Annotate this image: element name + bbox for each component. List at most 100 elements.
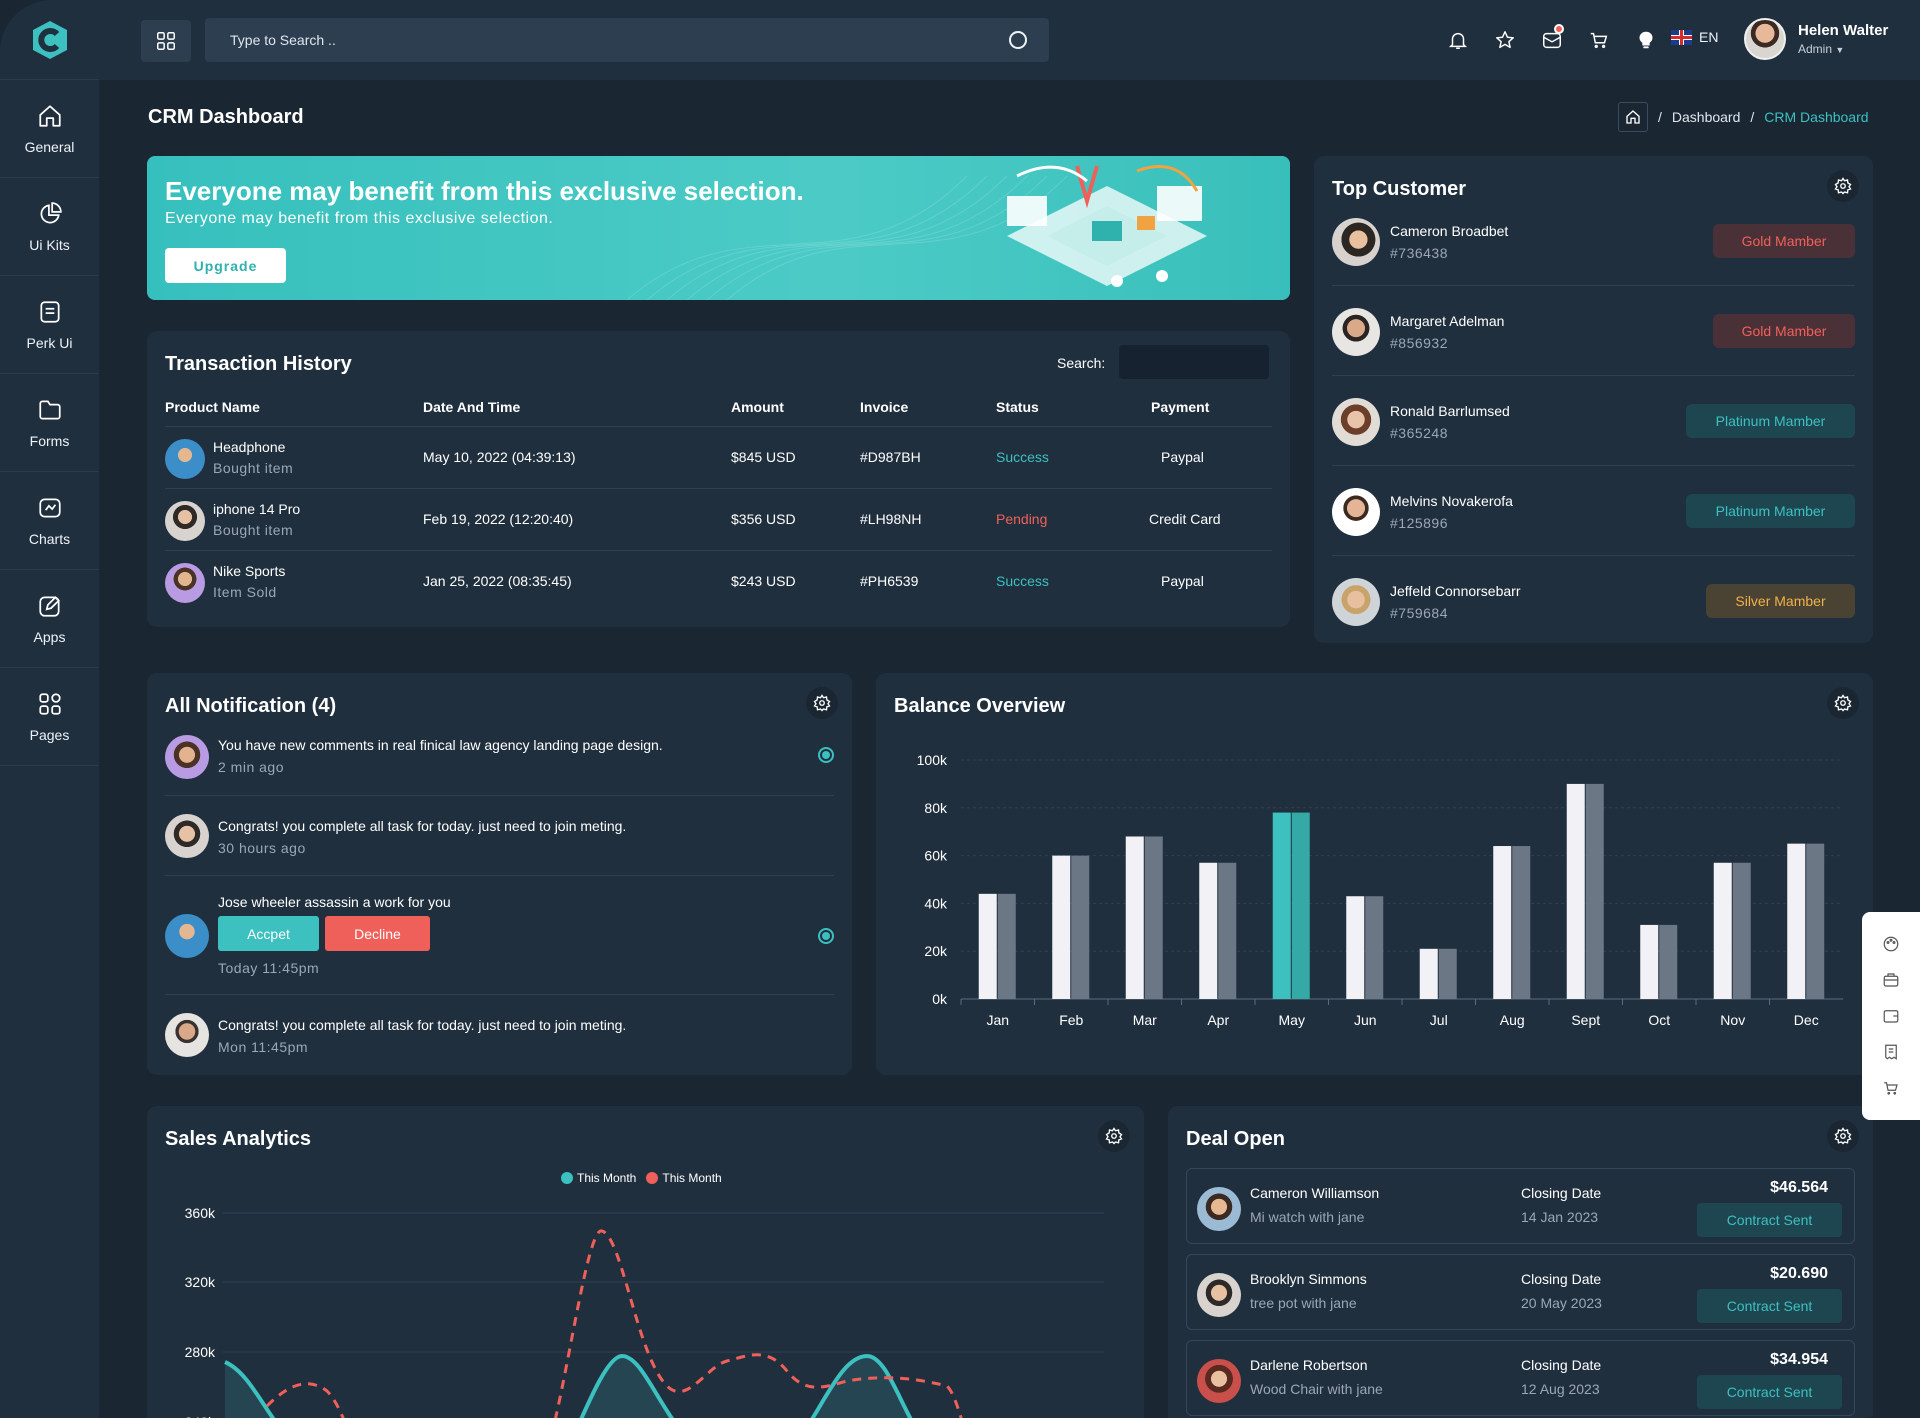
column-header[interactable]: Invoice — [860, 399, 909, 415]
sidebar-item-apps[interactable]: Apps — [0, 570, 99, 668]
briefcase-icon[interactable] — [1882, 971, 1900, 989]
customer-name: Melvins Novakerofa — [1390, 493, 1513, 509]
list-item[interactable]: Congrats! you complete all task for toda… — [165, 796, 834, 876]
contract-sent-button[interactable]: Contract Sent — [1697, 1203, 1842, 1237]
list-item[interactable]: You have new comments in real finical la… — [165, 723, 834, 796]
contract-sent-button[interactable]: Contract Sent — [1697, 1375, 1842, 1409]
list-item[interactable]: Cameron Broadbet #736438 Gold Mamber — [1332, 196, 1855, 286]
x-tick-label: Apr — [1207, 1012, 1229, 1028]
list-item[interactable]: Darlene Robertson Wood Chair with jane C… — [1186, 1340, 1855, 1416]
bar — [1659, 924, 1678, 999]
receipt-icon[interactable] — [1882, 1043, 1900, 1061]
date-cell: Jan 25, 2022 (08:35:45) — [423, 573, 572, 589]
search-icon[interactable] — [1009, 31, 1027, 49]
teal-series-line — [224, 1353, 913, 1418]
gear-icon — [1834, 177, 1852, 195]
invoice-cell: #LH98NH — [860, 511, 922, 527]
bar — [1732, 862, 1751, 999]
logo-icon — [32, 20, 67, 59]
product-avatar — [165, 501, 205, 541]
bar — [1512, 846, 1531, 999]
product-sub: Bought item — [213, 460, 294, 476]
table-row[interactable]: iphone 14 Pro Bought item Feb 19, 2022 (… — [165, 489, 1272, 551]
list-item[interactable]: Margaret Adelman #856932 Gold Mamber — [1332, 286, 1855, 376]
settings-button[interactable] — [806, 687, 838, 719]
banner-subtext: Everyone may benefit from this exclusive… — [165, 210, 554, 227]
cart-icon[interactable] — [1882, 1079, 1900, 1097]
y-tick-label: 240k — [185, 1414, 216, 1418]
decline-button[interactable]: Decline — [325, 916, 430, 951]
table-row[interactable]: Nike Sports Item Sold Jan 25, 2022 (08:3… — [165, 551, 1272, 613]
search-input[interactable] — [205, 18, 965, 62]
deal-name: Darlene Robertson — [1250, 1357, 1368, 1373]
sidebar-item-general[interactable]: General — [0, 80, 99, 178]
column-header[interactable]: Date And Time — [423, 399, 521, 415]
logo[interactable] — [0, 0, 99, 80]
accept-button[interactable]: Accpet — [218, 916, 319, 951]
breadcrumb-separator: / — [1658, 109, 1662, 125]
wallet-icon[interactable] — [1882, 1007, 1900, 1025]
settings-button[interactable] — [1827, 687, 1859, 719]
deal-sub: Wood Chair with jane — [1250, 1381, 1383, 1397]
column-header[interactable]: Amount — [731, 399, 784, 415]
list-item[interactable]: Cameron Williamson Mi watch with jane Cl… — [1186, 1168, 1855, 1244]
bar — [997, 893, 1016, 999]
x-tick-label: Feb — [1059, 1012, 1083, 1028]
sidebar-item-charts[interactable]: Charts — [0, 472, 99, 570]
unread-indicator[interactable] — [818, 928, 834, 944]
settings-button[interactable] — [1827, 1120, 1859, 1152]
notification-text: You have new comments in real finical la… — [218, 737, 663, 753]
sidebar-item-forms[interactable]: Forms — [0, 374, 99, 472]
user-menu[interactable]: Helen Walter Admin ▼ — [1744, 18, 1888, 60]
sidebar-item-ui-kits[interactable]: Ui Kits — [0, 178, 99, 276]
settings-button[interactable] — [1827, 170, 1859, 202]
cart-button[interactable] — [1575, 22, 1622, 58]
amount-cell: $243 USD — [731, 573, 796, 589]
customer-id: #125896 — [1390, 515, 1449, 531]
table-row[interactable]: Headphone Bought item May 10, 2022 (04:3… — [165, 427, 1272, 489]
payment-cell: Paypal — [1161, 573, 1204, 589]
breadcrumb-separator: / — [1750, 109, 1755, 125]
amount-cell: $356 USD — [731, 511, 796, 527]
table-search-input[interactable] — [1119, 345, 1269, 379]
bar — [1365, 896, 1384, 999]
list-item[interactable]: Jeffeld Connorsebarr #759684 Silver Mamb… — [1332, 556, 1855, 646]
palette-icon[interactable] — [1882, 935, 1900, 953]
theme-toggle-button[interactable] — [1622, 22, 1669, 58]
unread-indicator[interactable] — [818, 747, 834, 763]
sidebar-item-perk-ui[interactable]: Perk Ui — [0, 276, 99, 374]
closing-date: 12 Aug 2023 — [1521, 1381, 1600, 1397]
column-header[interactable]: Status — [996, 399, 1039, 415]
app-grid-button[interactable] — [141, 20, 191, 62]
card-title: Top Customer — [1332, 178, 1467, 200]
list-item[interactable]: Brooklyn Simmons tree pot with jane Clos… — [1186, 1254, 1855, 1330]
y-tick-label: 0k — [932, 991, 948, 1007]
language-selector[interactable]: EN — [1671, 29, 1718, 45]
column-header[interactable]: Payment — [1151, 399, 1210, 415]
upgrade-button[interactable]: Upgrade — [165, 248, 286, 283]
sidebar-item-label: Apps — [33, 628, 66, 645]
legend-item[interactable]: This Month — [561, 1171, 636, 1185]
y-tick-label: 360k — [185, 1205, 216, 1221]
messages-button[interactable] — [1528, 22, 1575, 58]
favorites-button[interactable] — [1481, 22, 1528, 58]
sidebar-item-pages[interactable]: Pages — [0, 668, 99, 766]
list-item[interactable]: Melvins Novakerofa #125896 Platinum Mamb… — [1332, 466, 1855, 556]
breadcrumb-home[interactable] — [1618, 102, 1648, 132]
list-item[interactable]: Ronald Barrlumsed #365248 Platinum Mambe… — [1332, 376, 1855, 466]
x-tick-label: Jun — [1354, 1012, 1377, 1028]
folder-icon — [38, 399, 61, 420]
y-grid — [223, 1212, 1104, 1353]
list-item[interactable]: Congrats! you complete all task for toda… — [165, 995, 834, 1073]
x-tick-label: Jan — [986, 1012, 1009, 1028]
sales-analytics-card: Sales Analytics This Month This Month 36… — [147, 1106, 1144, 1418]
settings-button[interactable] — [1098, 1120, 1130, 1152]
breadcrumb-dashboard[interactable]: Dashboard — [1671, 109, 1741, 125]
contract-sent-button[interactable]: Contract Sent — [1697, 1289, 1842, 1323]
star-icon — [1495, 31, 1514, 49]
notification-button[interactable] — [1434, 22, 1481, 58]
legend-item[interactable]: This Month — [646, 1171, 722, 1185]
legend-dot-icon — [561, 1172, 573, 1184]
column-header[interactable]: Product Name — [165, 399, 260, 415]
list-item[interactable]: Jose wheeler assassin a work for you Acc… — [165, 876, 834, 995]
